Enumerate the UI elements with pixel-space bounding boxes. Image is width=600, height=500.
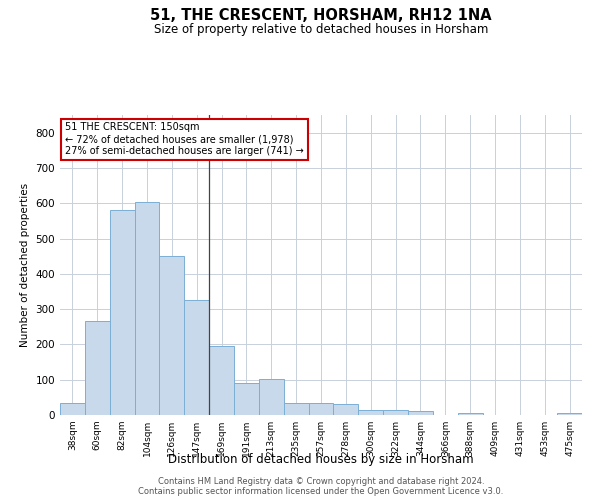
Text: Size of property relative to detached houses in Horsham: Size of property relative to detached ho… — [154, 22, 488, 36]
Bar — [160, 256, 184, 415]
Bar — [110, 210, 134, 415]
Bar — [408, 411, 433, 415]
Bar — [308, 404, 334, 415]
Bar — [85, 322, 110, 415]
Text: Distribution of detached houses by size in Horsham: Distribution of detached houses by size … — [168, 452, 474, 466]
Bar — [358, 410, 383, 415]
Y-axis label: Number of detached properties: Number of detached properties — [20, 183, 30, 347]
Text: Contains HM Land Registry data © Crown copyright and database right 2024.: Contains HM Land Registry data © Crown c… — [158, 478, 484, 486]
Bar — [383, 410, 408, 415]
Bar — [284, 404, 308, 415]
Bar — [458, 413, 482, 415]
Bar — [557, 412, 582, 415]
Bar — [209, 346, 234, 415]
Text: 51, THE CRESCENT, HORSHAM, RH12 1NA: 51, THE CRESCENT, HORSHAM, RH12 1NA — [150, 8, 492, 22]
Bar — [259, 379, 284, 415]
Bar — [134, 202, 160, 415]
Text: Contains public sector information licensed under the Open Government Licence v3: Contains public sector information licen… — [139, 488, 503, 496]
Bar — [234, 383, 259, 415]
Text: 51 THE CRESCENT: 150sqm
← 72% of detached houses are smaller (1,978)
27% of semi: 51 THE CRESCENT: 150sqm ← 72% of detache… — [65, 122, 304, 156]
Bar — [60, 402, 85, 415]
Bar — [184, 300, 209, 415]
Bar — [334, 404, 358, 415]
